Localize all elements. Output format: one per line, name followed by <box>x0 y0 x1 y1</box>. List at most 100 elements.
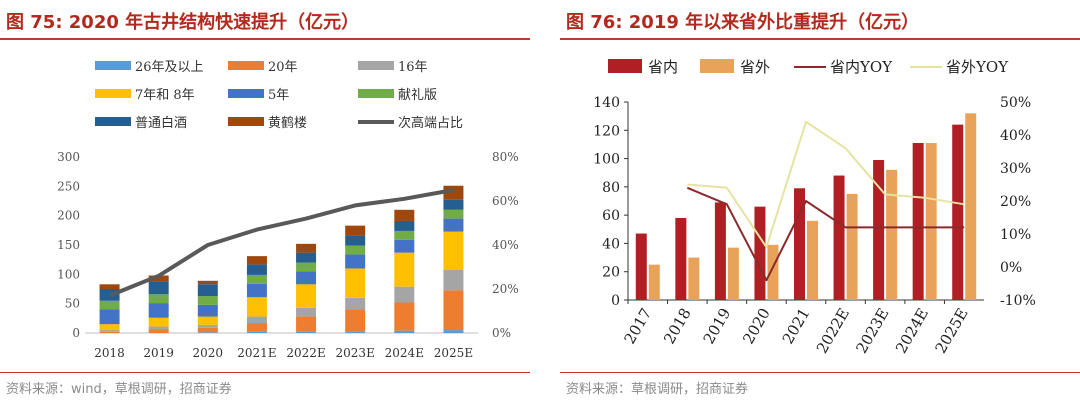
bar-segment <box>246 297 267 317</box>
x-tick-label: 2023E <box>852 305 892 357</box>
bar-segment <box>246 274 267 284</box>
bar-segment <box>99 330 120 332</box>
bar-in-province <box>635 233 647 300</box>
y-tick-label: 40 <box>602 236 620 252</box>
bar-segment <box>246 283 267 298</box>
legend-line-label-1: 省外YOY <box>946 58 1009 76</box>
y2-tick-label: 0% <box>1000 260 1022 276</box>
legend-swatch-4 <box>228 89 264 98</box>
bar-segment <box>246 264 267 275</box>
bar-segment <box>246 256 267 265</box>
right-chart: 省内 省外 省内YOY 省外YOY 0 20 40 60 80 100 120 140 -10% 0% 10… <box>593 58 1036 357</box>
line-series-share <box>108 188 454 298</box>
bar-segment <box>246 331 267 333</box>
bar-segment <box>197 332 218 333</box>
legend-label-0: 省内 <box>648 58 678 76</box>
y2-tick-label: 60% <box>492 194 519 208</box>
bar-segment <box>394 230 415 240</box>
bar-out-province <box>648 264 660 300</box>
bar-segment <box>148 303 169 318</box>
bar-segment <box>443 290 464 331</box>
bar-segment <box>394 239 415 253</box>
bar-segment <box>296 284 317 308</box>
legend-label-1: 20年 <box>268 60 298 75</box>
x-tick-label: 2022E <box>286 346 325 360</box>
bar-segment <box>296 307 317 317</box>
bar-segment <box>148 326 169 330</box>
y2-tick-label: -10% <box>1000 293 1036 309</box>
bar-out-province <box>767 244 779 300</box>
x-tick-label: 2024E <box>892 305 932 357</box>
bar-segment <box>443 199 464 210</box>
bar-segment <box>148 281 169 295</box>
bar-in-province <box>754 206 766 300</box>
y-tick-label: 0 <box>72 326 80 340</box>
y-tick-label: 140 <box>593 95 620 111</box>
bar-in-province <box>912 143 924 300</box>
bar-segment <box>394 302 415 331</box>
bar-segment <box>197 304 218 317</box>
x-tick-label: 2019 <box>700 305 735 347</box>
y2-tick-label: 50% <box>1000 95 1031 111</box>
bar-segment <box>394 220 415 231</box>
y-tick-label: 100 <box>593 152 620 168</box>
y-tick-label: 200 <box>57 209 80 223</box>
legend-swatch-6 <box>95 117 131 126</box>
bar-segment <box>394 286 415 303</box>
bar-segment <box>296 316 317 332</box>
y-tick-label: 150 <box>57 238 80 252</box>
bar-out-province <box>727 247 739 300</box>
y-tick-label: 0 <box>611 293 620 309</box>
bar-segment <box>197 296 218 305</box>
y-tick-label: 300 <box>57 150 80 164</box>
legend-label-3: 7年和 8年 <box>135 88 195 103</box>
bar-segment <box>296 252 317 263</box>
right-figure-title: 图 76: 2019 年以来省外比重提升（亿元） <box>566 12 920 33</box>
line-series-out-yoy <box>687 120 965 249</box>
bar-segment <box>345 254 366 269</box>
x-tick-label: 2025E <box>932 305 972 357</box>
bar-segment <box>345 268 366 298</box>
y-tick-label: 50 <box>65 297 80 311</box>
legend-line-label-0: 省内YOY <box>830 58 893 76</box>
bar-segment <box>197 316 218 325</box>
bar-segment <box>345 235 366 246</box>
left-figure: 图 75: 2020 年古井结构快速提升（亿元） 26年及以上 20年 16年 7年… <box>0 0 530 416</box>
legend-swatch-3 <box>95 89 131 98</box>
bar-segment <box>345 245 366 255</box>
x-tick-label: 2023E <box>336 346 375 360</box>
bar-segment <box>296 243 317 253</box>
bar-segment <box>443 330 464 333</box>
bar-segment <box>345 331 366 333</box>
bar-in-province <box>675 217 687 300</box>
bar-segment <box>345 225 366 236</box>
legend-swatch-1 <box>700 59 734 73</box>
legend-label-5: 献礼版 <box>398 87 437 103</box>
bar-segment <box>246 323 267 332</box>
legend-label-0: 26年及以上 <box>135 60 204 75</box>
left-figure-title: 图 75: 2020 年古井结构快速提升（亿元） <box>6 12 360 33</box>
bar-segment <box>296 271 317 285</box>
bar-segment <box>197 324 218 328</box>
x-tick-label: 2017 <box>621 305 656 347</box>
bar-segment <box>345 297 366 310</box>
left-source: 资料来源：wind，草根调研，招商证券 <box>6 382 232 397</box>
bar-segment <box>148 275 169 282</box>
bar-segment <box>197 284 218 297</box>
bar-segment <box>443 218 464 232</box>
bar-segment <box>99 284 120 289</box>
y-tick-label: 250 <box>57 179 80 193</box>
bar-segment <box>99 331 120 333</box>
x-tick-label: 2024E <box>385 346 424 360</box>
right-title-rule <box>560 38 1080 40</box>
bar-segment <box>296 262 317 272</box>
bar-in-province <box>794 188 805 300</box>
legend-swatch-2 <box>358 61 394 70</box>
left-title-rule <box>0 38 530 40</box>
x-tick-label: 2019 <box>143 346 174 360</box>
x-tick-label: 2020 <box>739 305 774 347</box>
line-series-in-yoy <box>686 186 965 282</box>
y2-tick-label: 80% <box>492 150 519 164</box>
bar-segment <box>443 209 464 219</box>
